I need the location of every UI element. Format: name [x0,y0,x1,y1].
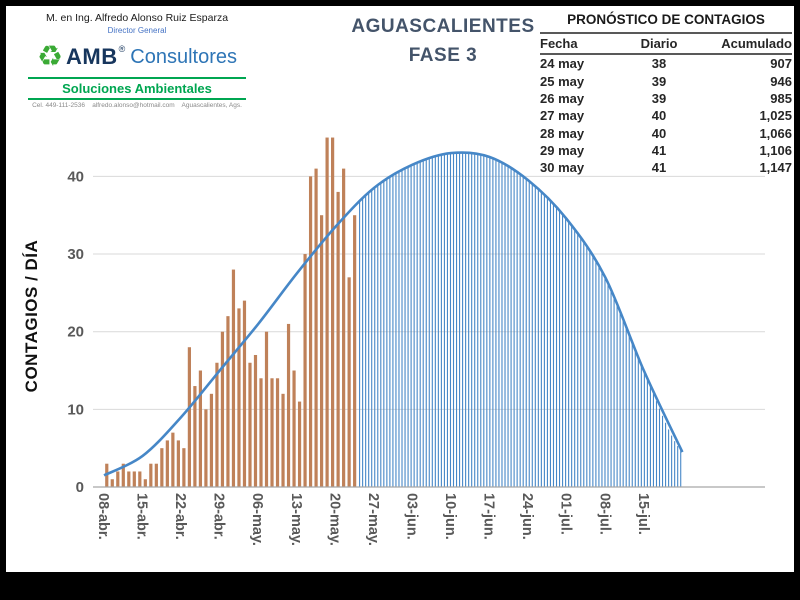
svg-text:29-abr.: 29-abr. [211,493,227,540]
registered-mark: ® [118,44,126,54]
cell-diario: 41 [651,143,667,159]
cell-acumulado: 985 [770,90,792,106]
cell-diario: 39 [651,73,667,89]
cell-diario: 39 [651,90,667,106]
cell-fecha: 28 may [540,125,585,141]
author-role: Director General [107,26,167,35]
cell-fecha: 30 may [540,160,585,176]
cell-acumulado: 1,147 [759,160,792,176]
logo-consultores-text: Consultores [130,45,237,68]
table-row: 29 may 41 1,106 [540,142,792,159]
forecast-panel: PRONÓSTICO DE CONTAGIOS Fecha Diario Acu… [540,10,792,177]
svg-text:15-jul.: 15-jul. [635,493,651,535]
slide: M. en Ing. Alfredo Alonso Ruiz Esparza D… [6,6,794,572]
chart-title-line2: FASE 3 [408,45,478,66]
table-header-row: Fecha Diario Acumulado [540,33,792,54]
col-header-diario: Diario [640,36,678,51]
chart: 0 10 20 30 40 08-abr. 15-abr. 22-abr. 29-abr. 06-… [67,137,765,546]
table-row: 30 may 41 1,147 [540,159,792,176]
table-row: 28 may 40 1,066 [540,125,792,142]
svg-text:01-jul.: 01-jul. [558,493,574,535]
chart-title-line1: AGUASCALIENTES [351,16,535,37]
svg-text:13-may.: 13-may. [288,493,304,546]
table-row: 24 may 38 907 [540,54,792,72]
company-tagline: Soluciones Ambientales [62,81,212,96]
author-name: M. en Ing. Alfredo Alonso Ruiz Esparza [45,12,229,24]
svg-text:20-may.: 20-may. [326,493,342,546]
col-header-acumulado: Acumulado [721,36,792,51]
cell-fecha: 25 may [540,73,585,89]
cell-fecha: 26 may [540,90,585,106]
cell-fecha: 27 may [540,108,585,124]
table-row: 25 may 39 946 [540,72,792,89]
svg-text:40: 40 [67,168,84,185]
x-axis-labels: 08-abr. 15-abr. 22-abr. 29-abr. 06-may. 13-ma… [95,493,651,546]
forecast-hatch [359,152,682,487]
svg-text:20: 20 [67,324,84,341]
svg-text:15-abr.: 15-abr. [134,493,150,540]
svg-text:24-jun.: 24-jun. [519,493,535,540]
cell-diario: 40 [651,125,667,141]
svg-text:10: 10 [67,401,84,418]
cell-diario: 40 [651,108,667,124]
svg-text:06-may.: 06-may. [249,493,265,546]
svg-text:17-jun.: 17-jun. [481,493,497,540]
svg-text:10-jun.: 10-jun. [442,493,458,540]
svg-text:03-jun.: 03-jun. [403,493,419,540]
svg-text:08-abr.: 08-abr. [95,493,111,540]
svg-text:22-abr.: 22-abr. [172,493,188,540]
col-header-fecha: Fecha [540,36,578,51]
forecast-table: Fecha Diario Acumulado 24 may 38 907 25 may… [540,32,792,177]
chart-title: AGUASCALIENTES FASE 3 [298,12,588,70]
cell-acumulado: 1,025 [759,108,792,124]
cell-acumulado: 907 [770,56,792,72]
svg-text:30: 30 [67,246,84,263]
cell-acumulado: 946 [770,73,792,89]
cell-diario: 38 [651,56,667,72]
green-divider [28,98,246,100]
recycle-icon: ♻ [37,41,64,73]
green-divider [28,77,246,79]
forecast-title: PRONÓSTICO DE CONTAGIOS [567,12,765,27]
svg-text:08-jul.: 08-jul. [596,493,612,535]
table-row: 27 may 40 1,025 [540,107,792,124]
svg-text:0: 0 [76,479,84,496]
cell-acumulado: 1,106 [759,143,792,159]
cell-fecha: 29 may [540,143,585,159]
table-row: 26 may 39 985 [540,90,792,107]
svg-text:27-may.: 27-may. [365,493,381,546]
cell-fecha: 24 may [540,56,585,72]
bell-curve [103,151,684,477]
company-logo: ♻ AMB ® Consultores [28,42,246,72]
contact-info: Cel. 449-111-2536 alfredo.alonso@hotmail… [32,102,242,109]
logo-amb-text: AMB [66,44,118,69]
bars [105,137,357,488]
cell-acumulado: 1,066 [759,125,792,141]
cell-diario: 41 [651,160,667,176]
y-axis-labels: 0 10 20 30 40 [67,168,84,496]
